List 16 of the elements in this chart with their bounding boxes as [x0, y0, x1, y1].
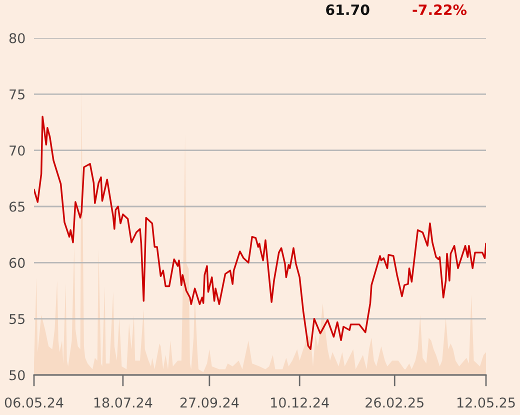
y-tick-label: 50 [10, 370, 25, 380]
x-tick-label: 12.05.25 [457, 397, 515, 408]
y-tick-label: 70 [10, 145, 25, 156]
x-tick-label: 26.02.25 [366, 397, 424, 408]
line-series [34, 116, 486, 350]
text: 61.70 [326, 4, 370, 16]
x-tick-label: 06.05.24 [4, 397, 64, 408]
x-tick-label: 18.07.24 [94, 397, 152, 408]
y-tick-label: 80 [9, 33, 25, 44]
y-tick-label: 65 [9, 202, 24, 212]
x-tick-label: 27.09.24 [180, 397, 239, 408]
x-tick-label: 10.12.24 [271, 397, 329, 408]
text: -7.22% [412, 4, 467, 16]
y-tick-label: 55 [10, 314, 24, 324]
y-tick-label: 75 [10, 89, 24, 100]
y-tick-label: 60 [9, 258, 25, 268]
